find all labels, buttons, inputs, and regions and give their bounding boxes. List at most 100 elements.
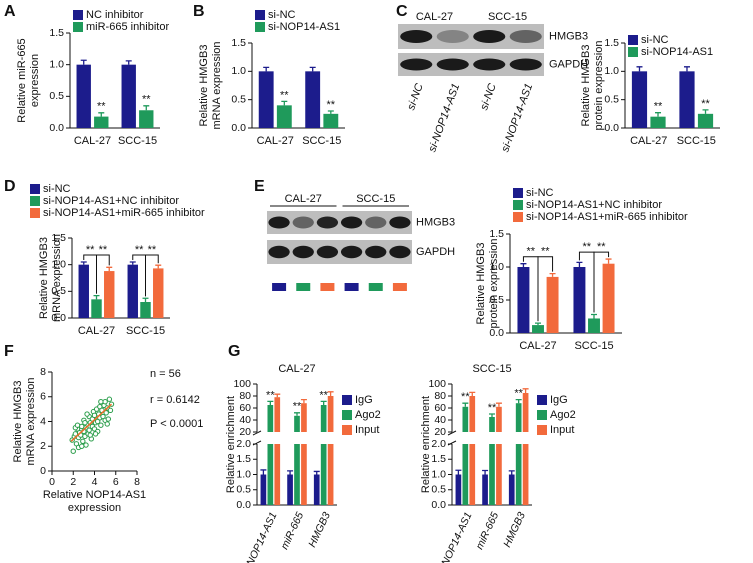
- blot-band: [509, 30, 542, 43]
- bar: [588, 318, 600, 333]
- y-tick-label: 1.5: [489, 228, 504, 240]
- significance-bracket: [96, 254, 110, 294]
- error-bar: [327, 391, 334, 396]
- x-tick-label: SCC-15: [126, 325, 165, 337]
- bar: [301, 444, 307, 505]
- x-axis-label: expression: [68, 502, 121, 514]
- legend-label: si-NOP14-AS1+miR-665 inhibitor: [43, 207, 205, 219]
- significance-bracket: [593, 251, 610, 313]
- bar: [320, 405, 327, 432]
- error-bar: [522, 388, 529, 393]
- y-tick-label: 0.5: [431, 484, 446, 496]
- significance: **: [86, 244, 95, 256]
- legend-label: IgG: [550, 394, 568, 406]
- blot-row-label: GAPDH: [549, 58, 588, 70]
- y-tick-label: 0.5: [51, 285, 66, 297]
- x-tick-label: SCC-15: [574, 340, 613, 352]
- y-tick-label: 0.0: [231, 122, 246, 134]
- y-tick-label: 0.5: [231, 93, 246, 105]
- lane-swatch: [368, 283, 383, 291]
- y-tick-label: 1.5: [431, 453, 446, 465]
- point: [79, 443, 85, 449]
- significance: **: [526, 246, 535, 258]
- x-tick-label: 0: [49, 476, 55, 488]
- error-bar: [313, 470, 320, 475]
- bar: [573, 267, 586, 333]
- bar: [91, 299, 102, 318]
- lane-swatch: [392, 283, 407, 291]
- bar: [462, 444, 469, 505]
- significance: **: [142, 94, 151, 106]
- blot-row-label: GAPDH: [416, 246, 455, 258]
- legend-label: si-NOP14-AS1: [268, 21, 340, 33]
- blot-band: [389, 216, 411, 229]
- y-tick-label: 1.5: [51, 232, 66, 244]
- legend-swatch: [537, 425, 547, 435]
- blot-group-label: CAL-27: [416, 11, 453, 23]
- y-tick-label: 1.0: [236, 468, 251, 480]
- bar: [320, 444, 327, 505]
- bar: [469, 396, 476, 432]
- y-tick-label: 0.0: [431, 499, 446, 511]
- y-tick-label: 60: [434, 402, 446, 414]
- x-tick-label: HMGB3: [501, 510, 528, 549]
- blot-background: [267, 240, 412, 264]
- legend-label: IgG: [355, 394, 373, 406]
- bar: [462, 406, 469, 432]
- error-bar: [508, 470, 515, 475]
- y-tick-label: 100: [428, 378, 446, 390]
- blot-band: [268, 245, 290, 259]
- panel-letter: A: [4, 3, 16, 20]
- point: [98, 399, 104, 405]
- y-tick-label: 0.0: [604, 122, 619, 134]
- y-tick-label: 8: [40, 366, 46, 378]
- error-bar: [281, 100, 288, 106]
- y-tick-label: 1.0: [431, 468, 446, 480]
- legend-label: si-NOP14-AS1+miR-665 inhibitor: [526, 211, 688, 223]
- error-bar: [80, 59, 87, 65]
- error-bar: [80, 261, 87, 265]
- annotation: n = 56: [150, 368, 181, 380]
- error-bar: [636, 66, 643, 72]
- legend-swatch: [513, 212, 523, 222]
- error-bar: [515, 398, 522, 404]
- error-bar: [287, 470, 294, 475]
- legend-label: Ago2: [355, 409, 381, 421]
- panel-letter: F: [4, 343, 14, 360]
- y-tick-label: 1.0: [604, 65, 619, 77]
- blot-band: [340, 216, 363, 229]
- legend-swatch: [342, 425, 352, 435]
- y-tick-label: 0.0: [51, 312, 66, 324]
- error-bar: [300, 398, 307, 404]
- legend-label: Input: [355, 424, 379, 436]
- y-tick-label: 20: [434, 426, 446, 438]
- blot-band: [316, 245, 339, 259]
- point: [79, 423, 85, 430]
- x-tick-label: 6: [113, 476, 119, 488]
- point: [83, 442, 89, 448]
- significance: **: [582, 241, 591, 253]
- significance: **: [280, 89, 289, 101]
- blot-group-label: CAL-27: [285, 193, 322, 205]
- lane-label: si-NOP14-AS1: [426, 82, 462, 154]
- x-tick-label: HMGB3: [306, 510, 333, 549]
- legend-swatch: [30, 184, 40, 194]
- y-tick-label: 40: [434, 414, 446, 426]
- legend-swatch: [30, 196, 40, 206]
- axis-break: [252, 430, 262, 436]
- y-tick-label: 0.0: [236, 499, 251, 511]
- point: [84, 411, 90, 417]
- bar: [327, 396, 334, 432]
- y-axis-label: protein expression: [593, 41, 605, 131]
- bar: [301, 403, 307, 432]
- error-bar: [98, 112, 105, 117]
- significance: **: [293, 401, 302, 413]
- legend-label: si-NC: [268, 9, 296, 21]
- x-tick-label: CAL-27: [74, 135, 111, 147]
- point: [102, 399, 108, 405]
- y-tick-label: 80: [434, 390, 446, 402]
- x-tick-label: 4: [92, 476, 98, 488]
- bar: [482, 474, 488, 505]
- y-tick-label: 0.0: [489, 327, 504, 339]
- y-tick-label: 1.5: [604, 37, 619, 49]
